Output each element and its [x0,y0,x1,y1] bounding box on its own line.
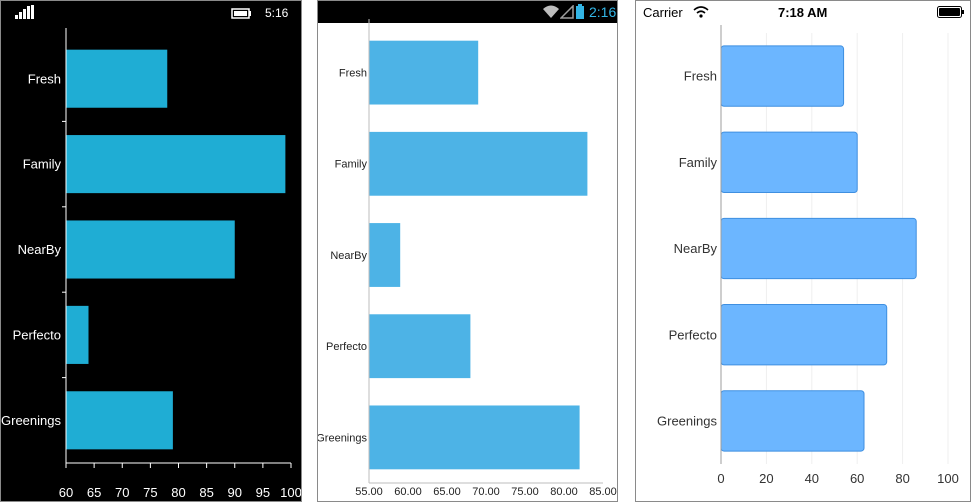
bar-family [720,131,858,193]
status-bar: Carrier 7:18 AM [636,1,970,23]
category-label: Perfecto [13,327,61,342]
x-tick-label: 80.00 [550,486,578,498]
x-tick-label: 100 [937,471,959,486]
x-tick-label: 75 [143,485,157,500]
status-time: 5:16 [265,6,289,20]
category-label: Family [679,155,718,170]
status-time: 2:16 [589,4,617,20]
status-bar: 5:16 [1,1,301,25]
category-label: Perfecto [326,341,367,353]
category-label: NearBy [674,241,718,256]
x-tick-label: 80 [171,485,185,500]
x-tick-label: 65 [87,485,101,500]
android-phone-screen: 2:16 Fresh Family NearBy Perfecto Greenings 5… [317,0,618,502]
bar-fresh [720,45,845,107]
signal-icon [15,5,34,19]
category-label: Family [335,159,368,171]
x-tick-label: 85 [199,485,213,500]
wifi-icon [693,6,709,18]
status-time: 7:18 AM [778,5,828,20]
bar-perfecto [720,304,888,366]
bar-nearby [369,223,401,287]
bar-perfecto [369,314,471,379]
x-tick-label: 60 [850,471,864,486]
category-label: Fresh [339,67,367,79]
category-label: Greenings [657,413,717,428]
x-tick-label: 55.00 [355,486,383,498]
bar-perfecto [66,305,89,364]
x-tick-label: 85.00 [589,486,617,498]
x-tick-label: 80 [895,471,909,486]
category-label: Family [23,157,62,172]
battery-charging-icon [231,8,251,19]
x-tick-label: 0 [717,471,724,486]
battery-icon [576,4,584,19]
bar-nearby [720,217,917,280]
category-label: Fresh [684,69,717,84]
x-tick-label: 60.00 [394,486,422,498]
bar-greenings [369,405,580,470]
category-label: Fresh [28,71,61,86]
status-carrier: Carrier [643,5,683,20]
x-tick-label: 70.00 [472,486,500,498]
x-tick-label: 70 [115,485,129,500]
bar-family [66,135,286,194]
bar-chart: Fresh Family NearBy Perfecto Greenings 55.00 6… [318,19,617,498]
bar-chart: Fresh Family NearBy Perfecto Greenings 0 20 40 6… [657,25,959,486]
category-label: Greenings [1,413,61,428]
ios-phone-screen: Carrier 7:18 AM Fresh Family NearBy Perfect… [635,0,971,502]
bar-fresh [369,40,479,105]
bar-nearby [66,220,235,279]
signal-icon [560,5,574,19]
category-label: Perfecto [669,327,717,342]
x-tick-label: 75.00 [511,486,539,498]
bar-fresh [66,49,168,108]
x-tick-label: 60 [59,485,73,500]
x-tick-label: 95 [256,485,270,500]
windows-phone-screen: 5:16 Fresh Family NearBy Perfecto Greenings 6… [0,0,302,502]
bar-greenings [720,390,865,452]
bar-chart: Fresh Family NearBy Perfecto Greenings 60 65 70… [1,28,301,500]
x-tick-label: 90 [228,485,242,500]
x-tick-label: 65.00 [433,486,461,498]
x-tick-label: 100 [280,485,301,500]
category-label: Greenings [318,432,367,444]
battery-icon [937,6,964,18]
x-tick-label: 20 [759,471,773,486]
bar-family [369,131,588,196]
x-tick-label: 40 [805,471,819,486]
status-bar: 2:16 [318,1,617,23]
bar-greenings [66,391,173,450]
category-label: NearBy [18,242,62,257]
wifi-icon [543,5,559,18]
category-label: NearBy [330,250,367,262]
